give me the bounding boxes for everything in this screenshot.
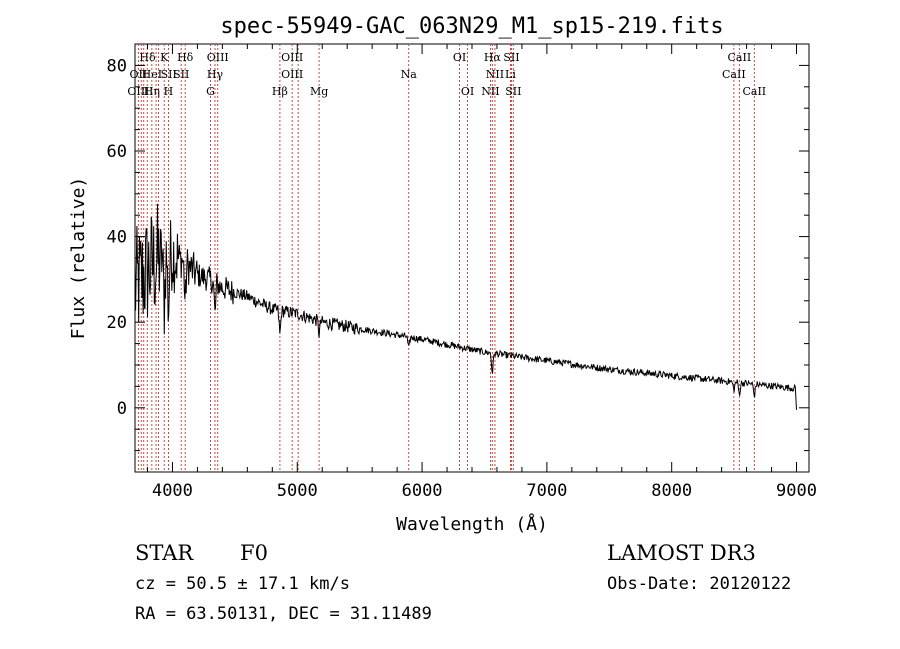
- spectral-line-label: OIII: [127, 85, 149, 98]
- chart-title: spec-55949-GAC_063N29_M1_sp15-219.fits: [220, 14, 723, 39]
- y-tick-label: 60: [107, 142, 127, 162]
- spectral-line-label: HeI: [142, 68, 162, 81]
- x-tick-label: 4000: [152, 481, 193, 501]
- spectral-line-label: SII: [505, 85, 521, 98]
- spectral-line-label: SII: [161, 68, 177, 81]
- y-tick-label: 80: [107, 56, 127, 76]
- y-tick-label: 40: [107, 228, 127, 248]
- x-tick-label: 8000: [651, 481, 692, 501]
- survey-name: LAMOST DR3: [607, 541, 756, 565]
- spectral-line-label: NII: [486, 68, 504, 81]
- spectral-line-label: OI: [453, 51, 466, 64]
- spectral-line-markers: [137, 44, 755, 472]
- x-axis-ticks: 4000 5000 6000 7000 8000 9000: [146, 44, 817, 501]
- spectral-line-label: CaII: [722, 68, 746, 81]
- spectral-line-label: K: [160, 51, 169, 64]
- spectral-line-label: NII: [481, 85, 499, 98]
- y-tick-label: 20: [107, 313, 127, 333]
- spectral-line-label: G: [206, 85, 215, 98]
- spectral-line-label: SII: [173, 68, 189, 81]
- x-axis-label: Wavelength (Å): [396, 513, 548, 535]
- plot-frame: [134, 43, 810, 473]
- spectral-line-label: OIII: [207, 51, 229, 64]
- object-class: STAR: [135, 541, 194, 565]
- x-tick-label: 7000: [526, 481, 567, 501]
- spectral-line-label: Hβ: [272, 85, 288, 98]
- object-subclass: F0: [240, 541, 268, 565]
- y-tick-label: 0: [117, 399, 127, 419]
- spectral-line-label: OIII: [281, 51, 303, 64]
- spectral-line-label: Mg: [310, 85, 328, 98]
- spectral-line-label: Na: [401, 68, 418, 81]
- x-tick-label: 5000: [277, 481, 318, 501]
- spectral-line-label: OIII: [281, 68, 303, 81]
- observation-date: Obs-Date: 20120122: [607, 574, 791, 594]
- spectral-line-label: Hα: [484, 51, 502, 64]
- spectral-line-label: OI: [461, 85, 474, 98]
- spectral-line-label: Hδ: [177, 51, 194, 64]
- y-axis-label: Flux (relative): [68, 177, 89, 340]
- x-tick-label: 6000: [402, 481, 443, 501]
- spectral-line-label: OII: [130, 68, 148, 81]
- x-tick-label: 9000: [776, 481, 817, 501]
- spectral-line-label: CaII: [728, 51, 752, 64]
- redshift-value: cz = 50.5 ± 17.1 km/s: [135, 574, 350, 594]
- spectral-line-label: SII: [503, 51, 519, 64]
- spectral-line-label: Li: [505, 68, 516, 81]
- spectral-line-label: Hγ: [207, 68, 224, 81]
- spectral-line-labels: HδOIIOIIIHeIHηKSIIHHδSIIOIIIHγGOIIIOIIIH…: [127, 51, 766, 98]
- spectral-line-label: CaII: [742, 85, 766, 98]
- coordinates: RA = 63.50131, DEC = 31.11489: [135, 604, 432, 624]
- spectrum-line: [134, 203, 797, 410]
- spectral-line-label: H: [164, 85, 174, 98]
- y-axis-ticks: 0 20 40 60 80: [107, 56, 809, 452]
- spectral-line-label: Hδ: [139, 51, 156, 64]
- spectral-line-label: Hη: [144, 85, 160, 98]
